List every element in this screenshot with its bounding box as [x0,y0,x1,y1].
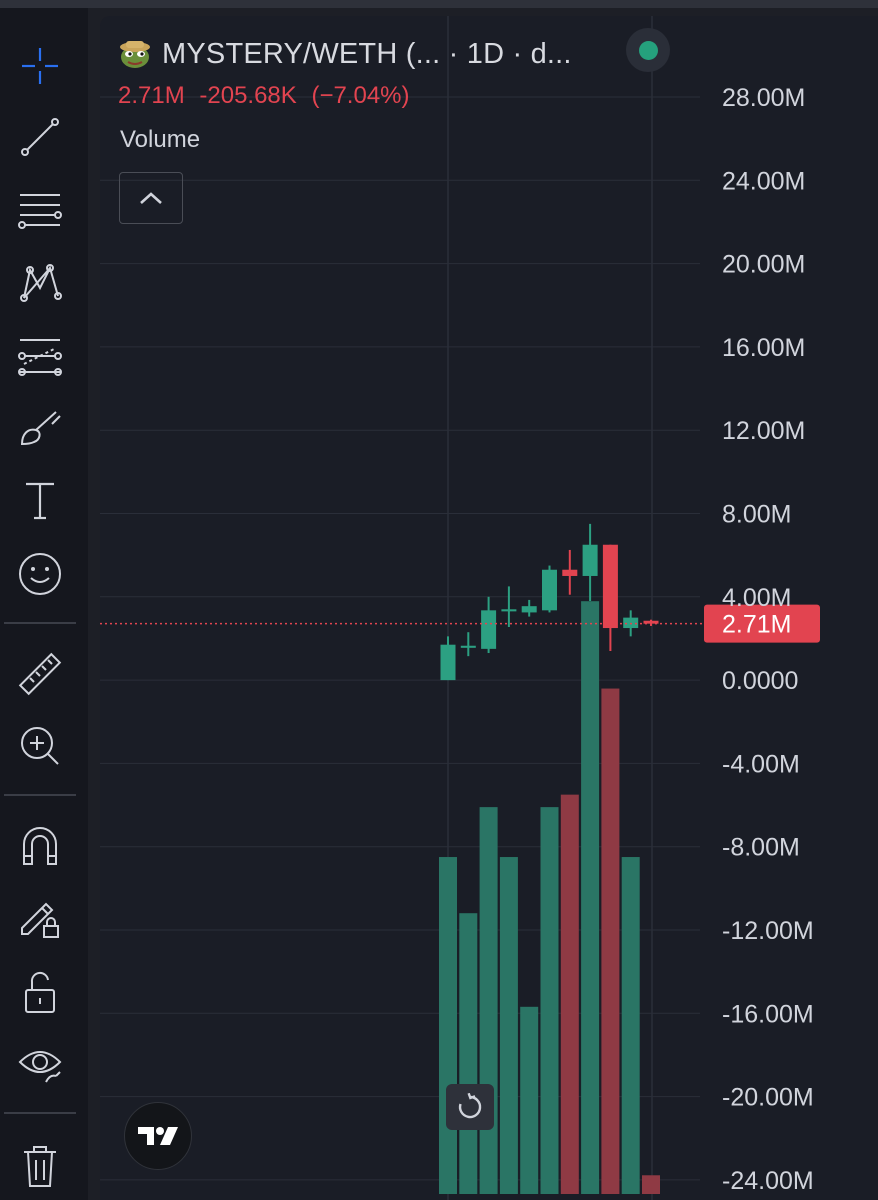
volume-chart[interactable]: 2.71M 28.00M 24.00M 20.00M 16.00M 12.00M 8.00… [100,16,878,1200]
candle [582,523,598,601]
candle-body [440,644,456,681]
indicator-label: Volume [120,126,201,153]
chart-panel[interactable]: 2.71M 28.00M 24.00M 20.00M 16.00M 12.00M 8.00… [100,16,878,1200]
tradingview-logo-icon [138,1127,178,1145]
change-value: -205.68K [199,82,297,109]
last-value: 2.71M [118,82,185,109]
volume-bar [642,1175,660,1194]
legend-values: 2.71M -205.68K (−7.04%) [118,82,418,110]
volume-bar [560,794,579,1194]
y-tick-label: -12.00M [722,917,814,945]
trend-line-icon[interactable] [14,111,66,163]
eye-icon[interactable] [14,1038,66,1090]
volume-bar [499,857,518,1194]
candle-body [460,645,476,648]
toolbar-separator [4,1112,76,1114]
ruler-icon[interactable] [14,648,66,700]
trash-icon[interactable] [14,1140,66,1192]
candle [521,599,537,617]
candle [542,565,557,613]
y-tick-label: -4.00M [722,750,800,778]
current-price-tag[interactable] [704,604,820,643]
candle-body [602,544,618,629]
chevron-up-icon [140,192,162,204]
y-tick-label: -16.00M [722,1000,814,1028]
candle [562,549,578,595]
candle [460,632,476,657]
crosshair-icon[interactable] [14,40,66,92]
y-tick-label: -24.00M [722,1167,814,1195]
candle [643,619,659,626]
candle-body [582,544,598,576]
top-bar [0,0,878,8]
reset-chart-button[interactable] [446,1084,494,1130]
volume-bar [459,913,478,1194]
toolbar-separator [4,794,76,796]
candle-body [542,569,557,611]
candle-body [481,610,497,649]
candle [481,596,497,654]
volume-bar [439,857,457,1194]
y-tick-label: -20.00M [722,1084,814,1112]
token-logo-icon [120,41,150,68]
volume-bar [479,807,498,1194]
collapse-legend-button[interactable] [119,172,183,224]
y-tick-label: 8.00M [722,501,791,529]
y-tick-label: 16.00M [722,334,805,362]
chart-legend: MYSTERY/WETH (... · 1D · d... [118,34,572,74]
emoji-icon[interactable] [14,548,66,600]
pattern-icon[interactable] [14,256,66,308]
y-tick-label: 0.0000 [722,667,798,695]
volume-bar [601,688,620,1194]
candle [440,636,456,681]
current-price-label: 2.71M [722,611,791,639]
candle-body [623,617,639,629]
zoom-in-icon[interactable] [14,720,66,772]
text-icon[interactable] [14,474,66,526]
y-tick-label: 12.00M [722,417,805,445]
y-tick-label: 24.00M [722,167,805,195]
forecast-icon[interactable] [14,330,66,382]
symbol-title[interactable]: MYSTERY/WETH (... · 1D · d... [162,37,572,70]
volume-bar [520,1006,539,1194]
volume-bar [581,601,600,1194]
fib-retracement-icon[interactable] [14,184,66,236]
unlock-icon[interactable] [14,966,66,1018]
volume-bar [540,807,559,1194]
toolbar-separator [4,622,76,624]
y-tick-label: -8.00M [722,834,800,862]
magnet-icon[interactable] [14,820,66,872]
tradingview-logo[interactable] [124,1102,192,1170]
candle [602,544,618,651]
brush-icon[interactable] [14,402,66,454]
candle-body [562,569,578,576]
change-percent: (−7.04%) [311,82,410,109]
volume-bar [621,857,640,1194]
candle-body [501,609,517,612]
lock-drawing-icon[interactable] [14,892,66,944]
candle-body [521,606,537,613]
candle-body [643,620,659,624]
candle [501,586,517,627]
reset-icon [458,1093,482,1119]
drawing-toolbar [0,8,88,1200]
y-tick-label: 4.00M [722,584,791,612]
y-tick-label: 28.00M [722,84,805,112]
y-tick-label: 20.00M [722,251,805,279]
market-status-indicator[interactable] [626,28,670,72]
status-dot-icon [638,40,658,60]
